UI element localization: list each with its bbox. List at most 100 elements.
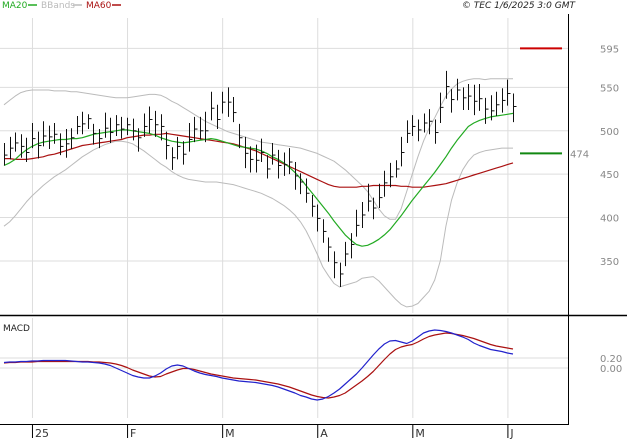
price-bar-16 [93,123,97,145]
price-bar-39 [222,91,226,114]
price-bar-2 [15,132,19,152]
price-bar-79 [446,70,450,99]
y-tick-label-400: 400 [600,214,619,225]
bollinger-bands [3,78,513,308]
price-bar-41 [233,96,237,123]
price-bar-77 [435,119,439,144]
price-bar-45 [256,144,260,173]
price-bar-12 [71,128,75,150]
price-bar-32 [183,141,187,165]
legend-ma20: MA20 [2,1,28,11]
price-bar-71 [401,136,405,167]
price-bar-69 [390,162,394,188]
price-bar-76 [429,109,433,135]
price-bar-6 [38,131,42,159]
price-bar-80 [451,89,455,113]
price-bar-11 [66,129,70,158]
price-bar-36 [205,111,209,143]
frame [0,14,627,425]
price-bar-37 [211,91,215,121]
price-bar-20 [116,115,120,136]
price-bar-90 [507,79,511,106]
price-bar-82 [463,87,467,110]
price-bar-8 [49,125,53,150]
price-bar-30 [172,147,176,170]
price-bar-38 [217,104,221,130]
reference-lines: 474 [520,47,589,160]
price-bar-34 [194,116,198,143]
price-bar-4 [26,137,30,163]
grid [0,18,568,418]
price-bar-5 [32,122,36,149]
price-bar-18 [105,112,109,138]
ma20-line [3,112,514,247]
price-bar-61 [345,241,349,267]
price-bar-21 [121,116,125,139]
price-bar-56 [317,204,321,232]
legend-ma60: MA60 [86,1,112,11]
y-tick-label-500: 500 [600,127,619,138]
price-bar-63 [356,209,360,237]
price-bar-10 [60,133,64,156]
price-bar-81 [457,78,461,101]
price-bar-91 [513,93,517,123]
price-bar-65 [368,183,372,212]
price-bar-57 [323,219,327,243]
bband-lower-line [3,140,513,308]
price-bar-87 [491,95,495,121]
price-bar-60 [340,262,344,287]
reference-label-474: 474 [570,149,589,160]
macd-tick-label-0.20: 0.20 [600,354,622,365]
legend: MA20 BBands MA60 © TEC 1/6/2025 3:0 GMT [2,1,576,11]
price-bar-89 [502,88,506,113]
price-bar-70 [396,160,400,178]
price-bar-40 [228,87,232,117]
price-bar-72 [407,120,411,143]
axis-labels: 350 400 450 500 550 595 0.200.00 25 F M A M J [31,44,622,440]
price-bar-35 [200,116,204,140]
price-bar-29 [166,131,170,160]
price-bar-83 [468,83,472,110]
price-bar-33 [189,122,193,152]
price-bar-50 [284,152,288,176]
bband-upper-line [3,78,513,220]
price-bar-62 [351,233,355,259]
price-bars [4,70,517,287]
x-tick-label-M: M [415,427,425,440]
price-bar-31 [177,136,181,160]
price-bar-19 [110,117,114,143]
price-bar-28 [161,114,165,141]
price-bar-78 [440,92,444,123]
ma60-line [4,132,514,188]
price-bar-84 [474,84,478,116]
price-bar-49 [278,149,282,179]
price-bar-17 [99,129,103,149]
price-bar-88 [496,91,500,117]
price-bar-15 [88,114,92,130]
price-bar-58 [328,237,332,262]
price-bar-74 [418,119,422,142]
y-tick-label-595: 595 [600,44,619,55]
macd-title: MACD [3,324,30,334]
price-bar-26 [149,106,153,134]
moving-averages [3,112,514,247]
price-bar-13 [77,116,81,135]
macd-line [3,329,514,401]
price-bar-54 [306,178,310,203]
price-bar-73 [412,115,416,136]
price-bar-0 [4,142,8,166]
price-bar-22 [127,117,131,136]
price-bar-27 [155,110,159,137]
price-bar-3 [21,134,25,158]
price-bar-51 [289,148,293,175]
price-bar-9 [54,122,58,144]
y-tick-label-550: 550 [600,83,619,94]
macd-tick-label-0.00: 0.00 [600,364,622,375]
price-bar-66 [373,197,377,220]
price-bar-46 [261,138,265,163]
x-tick-label-M: M [225,427,235,440]
price-bar-44 [250,146,254,173]
price-bar-52 [295,162,299,190]
price-bar-7 [43,121,47,147]
